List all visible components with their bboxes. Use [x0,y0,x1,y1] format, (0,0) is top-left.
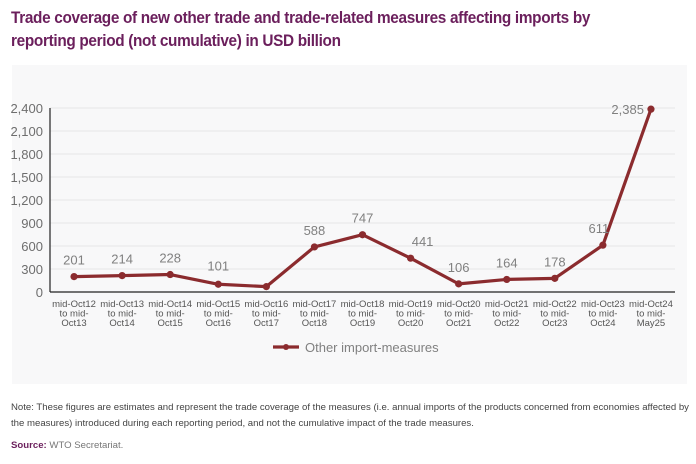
data-point[interactable] [358,231,367,239]
x-tick-label: mid-Oct16 to mid-Oct17 [244,299,288,329]
x-tick-label: mid-Oct22 to mid-Oct23 [533,299,577,329]
y-tick-label: 2,100 [10,124,43,139]
data-point[interactable] [118,271,126,280]
x-tick-label: mid-Oct14 to mid-Oct15 [148,299,192,329]
chart-title: Trade coverage of new other trade and tr… [11,9,591,50]
data-label: 747 [352,211,374,226]
legend-label: Other import-measures [305,340,439,355]
data-point[interactable] [310,243,319,251]
data-label: 214 [111,252,133,267]
chart-note: Note: These figures are estimates and re… [11,402,689,429]
x-tick-label: mid-Oct20 to mid-Oct21 [437,299,481,329]
data-point[interactable] [70,272,78,281]
y-tick-label: 2,400 [10,101,43,116]
data-label: 2,385 [611,102,644,117]
y-tick-label: 1,500 [10,170,43,185]
data-label: 201 [63,253,85,268]
y-tick-label: 1,800 [10,147,43,162]
data-point[interactable] [406,254,415,262]
x-tick-label: mid-Oct21 to mid-Oct22 [485,299,529,329]
data-label: 611 [589,221,610,236]
x-tick-label: mid-Oct12 to mid-Oct13 [52,299,96,329]
data-label: 101 [207,258,229,273]
chart-panel [12,65,687,384]
chart-source: Source: WTO Secretariat. [11,440,123,451]
y-tick-label: 0 [36,285,43,300]
data-label: 441 [412,234,434,249]
x-tick-label: mid-Oct19 to mid-Oct20 [389,299,433,329]
x-tick-label: mid-Oct13 to mid-Oct14 [100,299,144,329]
data-point[interactable] [166,270,174,279]
data-point[interactable] [599,241,607,249]
gridlines [50,107,675,270]
x-tick-label: mid-Oct15 to mid-Oct16 [196,299,240,329]
series [70,105,655,291]
y-axis-ticks: 0 300 600 900 1,200 1,500 1,800 2,100 2,400 [10,101,43,300]
data-point[interactable] [214,280,222,288]
source-label: Source: [11,440,47,451]
data-point[interactable] [455,280,463,288]
y-tick-label: 300 [21,262,43,277]
data-point[interactable] [503,275,511,284]
data-labels: 201 214 228 101 588 747 441 106 164 178 611 2,385 [63,102,644,275]
data-label: 106 [448,260,470,275]
source-text: WTO Secretariat. [49,440,124,451]
x-tick-label: mid-Oct23 to mid-Oct24 [581,299,625,329]
x-tick-label: mid-Oct17 to mid-Oct18 [293,299,337,329]
data-label: 164 [496,255,518,270]
x-tick-label: mid-Oct18 to mid-Oct19 [341,299,385,329]
data-label: 588 [304,223,326,238]
legend-marker-icon [283,344,289,350]
data-label: 228 [159,251,181,266]
legend[interactable]: Other import-measures [273,340,439,355]
y-tick-label: 900 [21,216,43,231]
y-tick-label: 600 [21,239,43,254]
x-tick-label: mid-Oct24 to mid-May25 [629,299,673,329]
y-tick-label: 1,200 [10,193,43,208]
data-point[interactable] [262,283,270,291]
data-label: 178 [544,254,566,269]
data-point[interactable] [647,105,655,113]
data-point[interactable] [551,274,559,282]
